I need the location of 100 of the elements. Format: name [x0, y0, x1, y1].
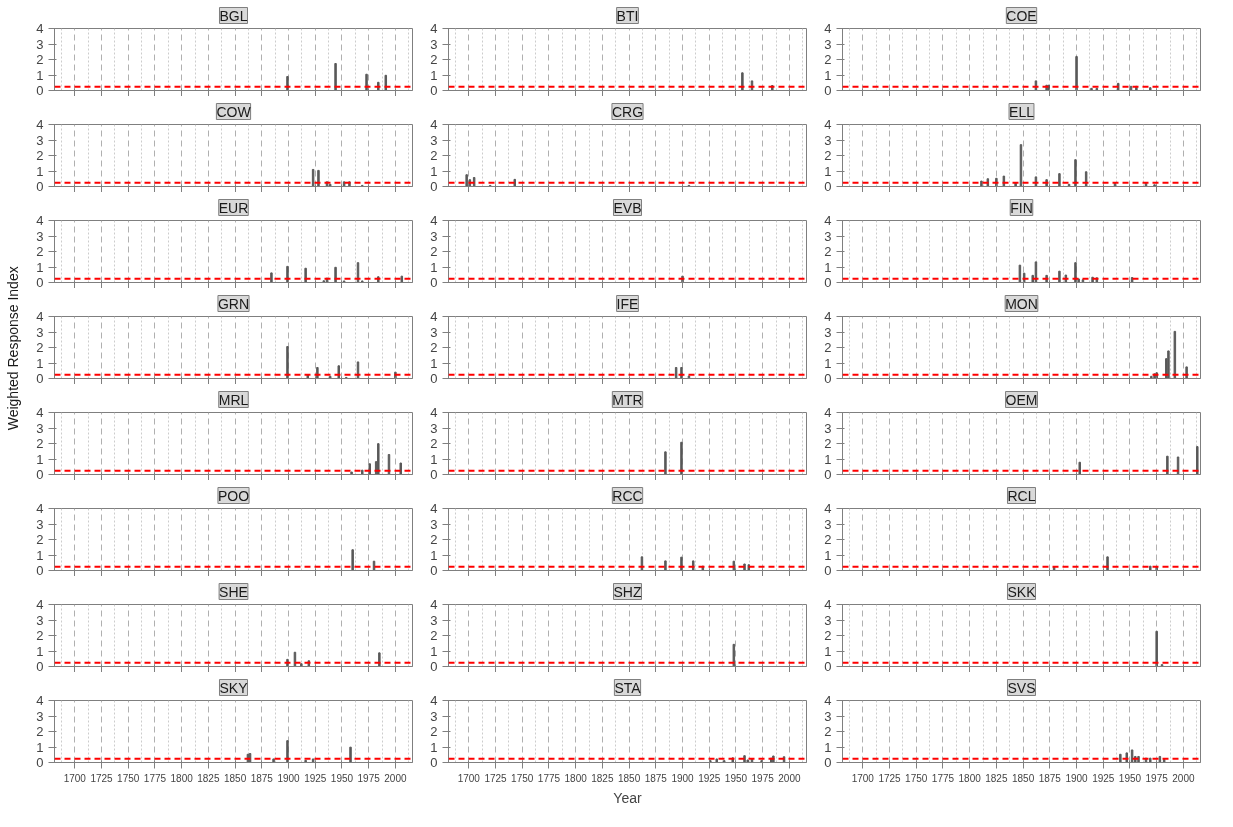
chart-title: COW: [216, 103, 252, 120]
y-tick-label: 3: [36, 708, 44, 724]
chart-title: ELL: [1009, 103, 1035, 120]
y-tick-label: 3: [824, 612, 832, 628]
x-tick-label: 1825: [591, 772, 614, 784]
y-tick-label: 1: [824, 355, 832, 371]
y-tick-label: 0: [430, 659, 438, 674]
chart-title: STA: [614, 679, 642, 696]
chart-title: IFE: [616, 295, 639, 312]
y-tick-label: 2: [824, 436, 832, 451]
y-tick-label: 1: [430, 259, 438, 275]
y-tick-label: 0: [36, 275, 44, 290]
y-tick-label: 2: [430, 724, 438, 739]
y-tick-label: 2: [824, 724, 832, 739]
x-tick-label: 1900: [1065, 772, 1089, 784]
y-tick-label: 4: [430, 21, 438, 36]
y-tick-label: 3: [36, 132, 44, 148]
y-tick-label: 2: [430, 148, 438, 163]
y-tick-label: 1: [36, 259, 44, 275]
y-tick-label: 1: [430, 163, 438, 179]
y-tick-label: 4: [430, 597, 438, 612]
y-tick-label: 4: [430, 213, 438, 228]
y-tick-label: 0: [430, 275, 438, 290]
y-tick-label: 2: [824, 148, 832, 163]
y-tick-label: 3: [36, 36, 44, 52]
x-tick-label: 1900: [671, 772, 695, 784]
y-tick-label: 2: [430, 436, 438, 451]
y-tick-label: 1: [824, 739, 832, 755]
y-tick-label: 2: [430, 244, 438, 259]
y-tick-label: 2: [430, 532, 438, 547]
x-tick-label: 1875: [644, 772, 668, 784]
chart-title: SKY: [219, 679, 249, 696]
x-tick-label: 1800: [564, 772, 588, 784]
x-tick-label: 1700: [63, 772, 87, 784]
chart-title: RCC: [612, 487, 643, 504]
y-tick-label: 0: [36, 371, 44, 386]
y-tick-label: 4: [430, 309, 438, 324]
y-tick-label: 3: [430, 228, 438, 244]
y-tick-label: 1: [430, 739, 438, 755]
y-tick-label: 1: [36, 355, 44, 371]
y-tick-label: 2: [36, 244, 44, 259]
y-tick-label: 4: [36, 117, 44, 132]
x-tick-label: 1800: [170, 772, 194, 784]
chart-title: SHZ: [613, 583, 642, 600]
y-tick-label: 3: [430, 708, 438, 724]
y-tick-label: 4: [824, 405, 832, 420]
y-tick-label: 2: [824, 52, 832, 67]
y-tick-label: 1: [430, 67, 438, 83]
x-tick-label: 1925: [1092, 772, 1115, 784]
x-tick-label: 1725: [90, 772, 114, 784]
x-tick-label: 1950: [330, 772, 354, 784]
x-tick-label: 1875: [1038, 772, 1062, 784]
y-tick-label: 3: [824, 516, 832, 532]
x-tick-label: 1850: [1011, 772, 1035, 784]
x-tick-label: 1950: [1118, 772, 1142, 784]
x-tick-label: 1925: [698, 772, 721, 784]
y-tick-label: 0: [430, 467, 438, 482]
x-tick-label: 1850: [617, 772, 641, 784]
y-tick-label: 0: [824, 755, 832, 770]
y-tick-label: 1: [36, 163, 44, 179]
x-tick-label: 1975: [1145, 772, 1169, 784]
y-tick-label: 3: [430, 36, 438, 52]
chart-title: BTI: [616, 7, 639, 24]
x-tick-label: 1750: [905, 772, 928, 784]
chart-title: CRG: [611, 103, 644, 120]
y-tick-label: 3: [430, 132, 438, 148]
y-tick-label: 1: [824, 163, 832, 179]
y-tick-label: 2: [36, 148, 44, 163]
x-tick-label: 1825: [197, 772, 220, 784]
y-tick-label: 4: [36, 213, 44, 228]
y-tick-label: 1: [430, 451, 438, 467]
y-tick-label: 3: [36, 420, 44, 436]
y-tick-label: 3: [824, 36, 832, 52]
y-tick-label: 3: [824, 420, 832, 436]
y-tick-label: 1: [36, 67, 44, 83]
y-tick-label: 2: [824, 628, 832, 643]
chart-title: MRL: [218, 391, 249, 408]
y-tick-label: 2: [36, 628, 44, 643]
chart-title: COE: [1006, 7, 1037, 24]
axis-title: Weighted Response Index: [0, 0, 24, 740]
y-tick-label: 0: [430, 371, 438, 386]
x-tick-label: 1725: [484, 772, 508, 784]
y-tick-label: 0: [824, 179, 832, 194]
y-tick-label: 4: [430, 117, 438, 132]
y-tick-label: 2: [36, 436, 44, 451]
y-tick-label: 0: [36, 659, 44, 674]
x-tick-label: 1975: [357, 772, 381, 784]
y-tick-label: 2: [430, 628, 438, 643]
y-tick-label: 0: [36, 563, 44, 578]
y-tick-label: 2: [36, 532, 44, 547]
chart-title: OEM: [1005, 391, 1038, 408]
y-tick-label: 1: [824, 451, 832, 467]
y-tick-label: 4: [36, 501, 44, 516]
y-tick-label: 0: [36, 179, 44, 194]
y-tick-label: 3: [36, 516, 44, 532]
y-tick-label: 4: [824, 693, 832, 708]
y-tick-label: 0: [430, 83, 438, 98]
y-tick-label: 2: [430, 52, 438, 67]
x-tick-label: 1875: [250, 772, 274, 784]
x-tick-label: 1700: [457, 772, 481, 784]
